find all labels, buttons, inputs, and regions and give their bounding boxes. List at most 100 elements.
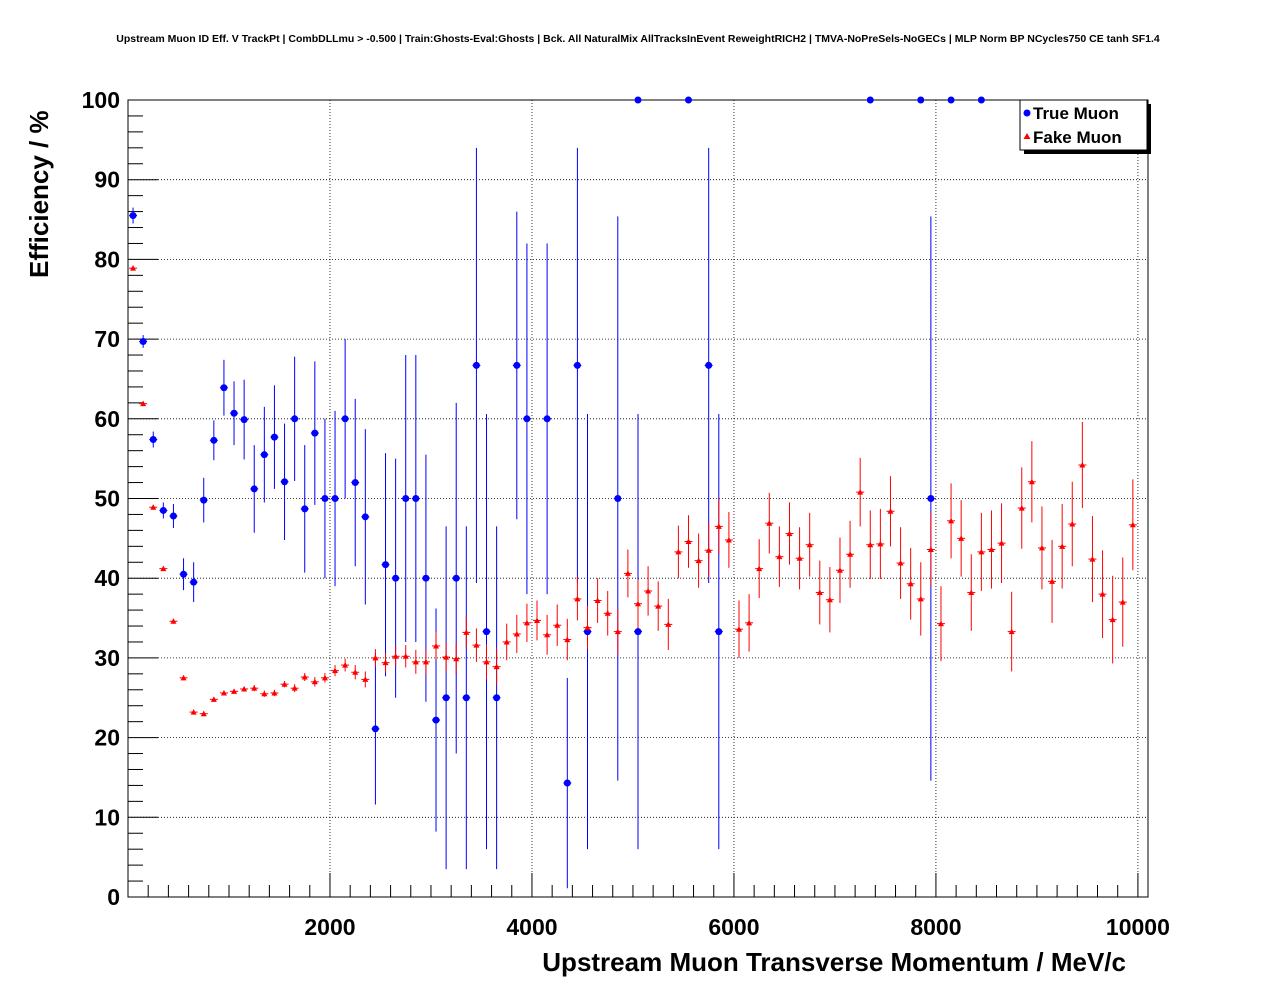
fake-muon-point: [645, 587, 652, 594]
true-muon-point: [573, 361, 581, 369]
x-tick-label: 6000: [708, 914, 759, 940]
fake-muon-point: [1059, 543, 1066, 549]
error-bars: [129, 99, 1137, 889]
fake-muon-point: [190, 709, 197, 715]
true-muon-point: [291, 415, 299, 423]
legend-fake-muon-marker: [1023, 133, 1031, 139]
fake-muon-point: [725, 536, 732, 543]
fake-muon-point: [412, 658, 419, 665]
fake-muon-point: [130, 265, 137, 271]
true-muon-point: [382, 561, 390, 569]
fake-muon-point: [241, 685, 248, 692]
true-muon-point: [977, 96, 985, 104]
true-muon-point: [281, 478, 289, 486]
fake-muon-point: [180, 674, 187, 681]
fake-muon-point: [564, 636, 571, 643]
fake-muon-point: [544, 631, 551, 638]
fake-muon-point: [1018, 505, 1025, 511]
fake-muon-point: [887, 508, 894, 514]
legend-true-muon-label: True Muon: [1033, 104, 1119, 123]
x-tick-label: 8000: [910, 914, 961, 940]
true-muon-point: [149, 436, 157, 444]
fake-muon-point: [554, 622, 561, 628]
fake-muon-point: [231, 688, 238, 694]
y-axis-label: Efficiency / %: [24, 110, 54, 278]
y-tick-label: 40: [94, 565, 120, 591]
fake-muon-point: [362, 676, 369, 682]
fake-muon-point: [877, 540, 884, 547]
fake-muon-point: [200, 710, 207, 717]
fake-muon-point: [463, 629, 470, 635]
legend-true-muon-marker: [1023, 109, 1031, 117]
fake-muon-point: [372, 654, 379, 661]
true-muon-point: [684, 96, 692, 104]
true-muon-point: [452, 574, 460, 582]
fake-muon-point: [836, 567, 843, 573]
fake-muon-point: [776, 553, 783, 560]
fake-muon-point: [170, 618, 177, 624]
fake-muon-point: [574, 595, 581, 602]
true-muon-point: [331, 495, 339, 502]
fake-muon-point: [483, 658, 490, 665]
fake-muon-point: [715, 523, 722, 529]
x-tick-label: 2000: [304, 914, 355, 940]
true-muon-point: [129, 212, 137, 220]
fake-muon-point: [402, 653, 409, 659]
fake-muon-point: [210, 696, 217, 702]
legend: True Muon Fake Muon: [1019, 99, 1151, 154]
fake-muon-point: [1028, 478, 1035, 485]
fake-muon-point: [937, 620, 944, 627]
true-muon-point: [159, 506, 167, 514]
true-muon-point: [139, 337, 147, 345]
fake-muon-point: [857, 489, 864, 495]
y-tick-label: 90: [94, 167, 120, 193]
y-tick-label: 30: [94, 645, 120, 671]
true-muon-point: [715, 628, 723, 636]
fake-muon-point: [1119, 599, 1126, 605]
fake-muon-point: [140, 400, 147, 407]
true-muon-point: [705, 361, 713, 369]
true-muon-point: [493, 694, 501, 702]
true-muon-point: [614, 495, 622, 502]
y-tick-label: 50: [94, 486, 120, 512]
fake-muon-point: [746, 619, 753, 626]
fake-muon-point: [352, 669, 359, 675]
axis-ticks: [128, 99, 1139, 898]
fake-muon-point: [1109, 616, 1116, 623]
chart-title: Upstream Muon ID Eff. V TrackPt | CombDL…: [116, 33, 1160, 45]
fake-muon-point: [665, 621, 672, 627]
y-tick-label: 60: [94, 406, 120, 432]
y-tick-label: 70: [94, 326, 120, 352]
fake-muon-point: [988, 546, 995, 553]
true-muon-point: [402, 495, 410, 502]
fake-muon-point: [927, 546, 934, 553]
fake-muon-point: [271, 689, 278, 696]
true-muon-point: [462, 694, 470, 702]
true-muon-point: [341, 415, 349, 423]
legend-fake-muon-label: Fake Muon: [1033, 128, 1122, 147]
fake-muon-point: [847, 551, 854, 557]
fake-muon-point: [897, 560, 904, 566]
fake-muon-point: [786, 530, 793, 537]
y-tick-label: 20: [94, 725, 120, 751]
fake-muon-point: [473, 642, 480, 648]
fake-muon-point: [301, 674, 308, 680]
true-muon-point: [270, 433, 278, 441]
y-tick-label: 100: [82, 87, 120, 113]
true-muon-point: [917, 96, 925, 104]
fake-muon-point: [382, 659, 389, 666]
true-muon-point: [634, 628, 642, 636]
x-tick-label: 4000: [506, 914, 557, 940]
fake-muon-point: [453, 655, 460, 662]
true-muon-point: [472, 361, 480, 369]
fake-muon-point: [624, 570, 631, 576]
true-muon-point: [180, 570, 188, 578]
fake-muon-point: [1129, 521, 1136, 528]
fake-muon-point: [604, 610, 611, 616]
x-tick-label: 10000: [1106, 914, 1170, 940]
fake-muon-point: [220, 689, 227, 696]
fake-muon-point: [695, 557, 702, 564]
true-muon-point: [866, 96, 874, 104]
fake-muon-point: [332, 667, 339, 674]
fake-muon-point: [493, 663, 500, 670]
